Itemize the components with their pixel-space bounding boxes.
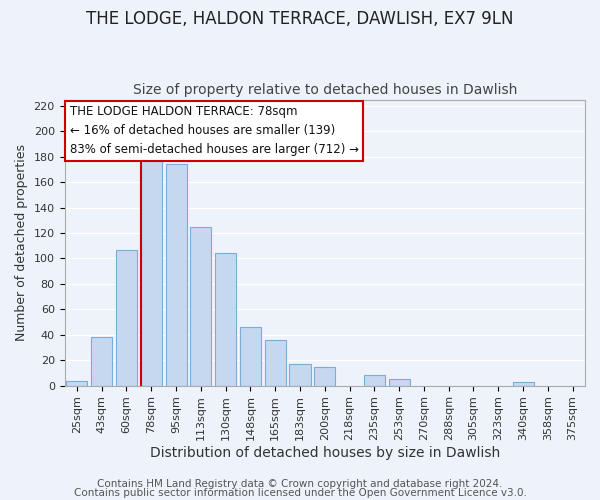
Text: THE LODGE HALDON TERRACE: 78sqm
← 16% of detached houses are smaller (139)
83% o: THE LODGE HALDON TERRACE: 78sqm ← 16% of…	[70, 106, 359, 156]
X-axis label: Distribution of detached houses by size in Dawlish: Distribution of detached houses by size …	[149, 446, 500, 460]
Bar	[116, 250, 137, 386]
Text: THE LODGE, HALDON TERRACE, DAWLISH, EX7 9LN: THE LODGE, HALDON TERRACE, DAWLISH, EX7 …	[86, 10, 514, 28]
Bar	[166, 164, 187, 386]
Bar	[215, 254, 236, 386]
Bar	[67, 380, 88, 386]
Bar	[91, 338, 112, 386]
Title: Size of property relative to detached houses in Dawlish: Size of property relative to detached ho…	[133, 83, 517, 97]
Bar	[240, 327, 261, 386]
Y-axis label: Number of detached properties: Number of detached properties	[15, 144, 28, 341]
Bar	[141, 160, 162, 386]
Text: Contains public sector information licensed under the Open Government Licence v3: Contains public sector information licen…	[74, 488, 526, 498]
Bar	[389, 379, 410, 386]
Bar	[289, 364, 311, 386]
Bar	[265, 340, 286, 386]
Bar	[364, 376, 385, 386]
Bar	[190, 226, 211, 386]
Text: Contains HM Land Registry data © Crown copyright and database right 2024.: Contains HM Land Registry data © Crown c…	[97, 479, 503, 489]
Bar	[512, 382, 533, 386]
Bar	[314, 366, 335, 386]
